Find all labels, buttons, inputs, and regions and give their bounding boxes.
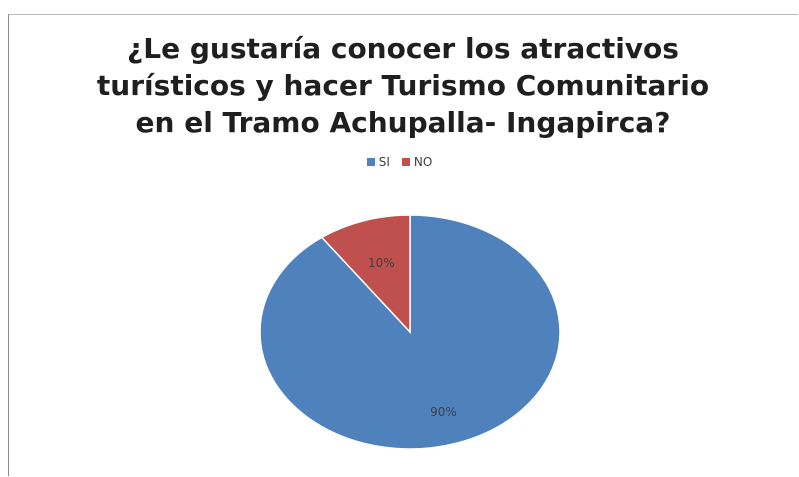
chart-title-line-1: ¿Le gustaría conocer los atractivos <box>127 32 679 65</box>
legend-item-no: NO <box>401 155 433 169</box>
pie-slice-si <box>259 214 561 450</box>
legend-swatch-si <box>366 158 375 166</box>
legend-label-si: SI <box>378 155 390 169</box>
data-label-no: 10% <box>368 256 395 270</box>
pie-slice-no <box>320 214 411 334</box>
legend-label-no: NO <box>413 155 433 169</box>
chart-frame <box>8 14 798 476</box>
legend-swatch-no <box>401 158 410 166</box>
chart-title: ¿Le gustaría conocer los atractivos turí… <box>8 30 798 141</box>
chart-title-line-2: turísticos y hacer Turismo Comunitario <box>96 69 710 102</box>
legend-item-si: SI <box>366 155 390 169</box>
chart-title-line-3: en el Tramo Achupalla- Ingapirca? <box>135 106 671 139</box>
chart-legend: SI NO <box>0 155 799 169</box>
data-label-si: 90% <box>430 405 457 419</box>
